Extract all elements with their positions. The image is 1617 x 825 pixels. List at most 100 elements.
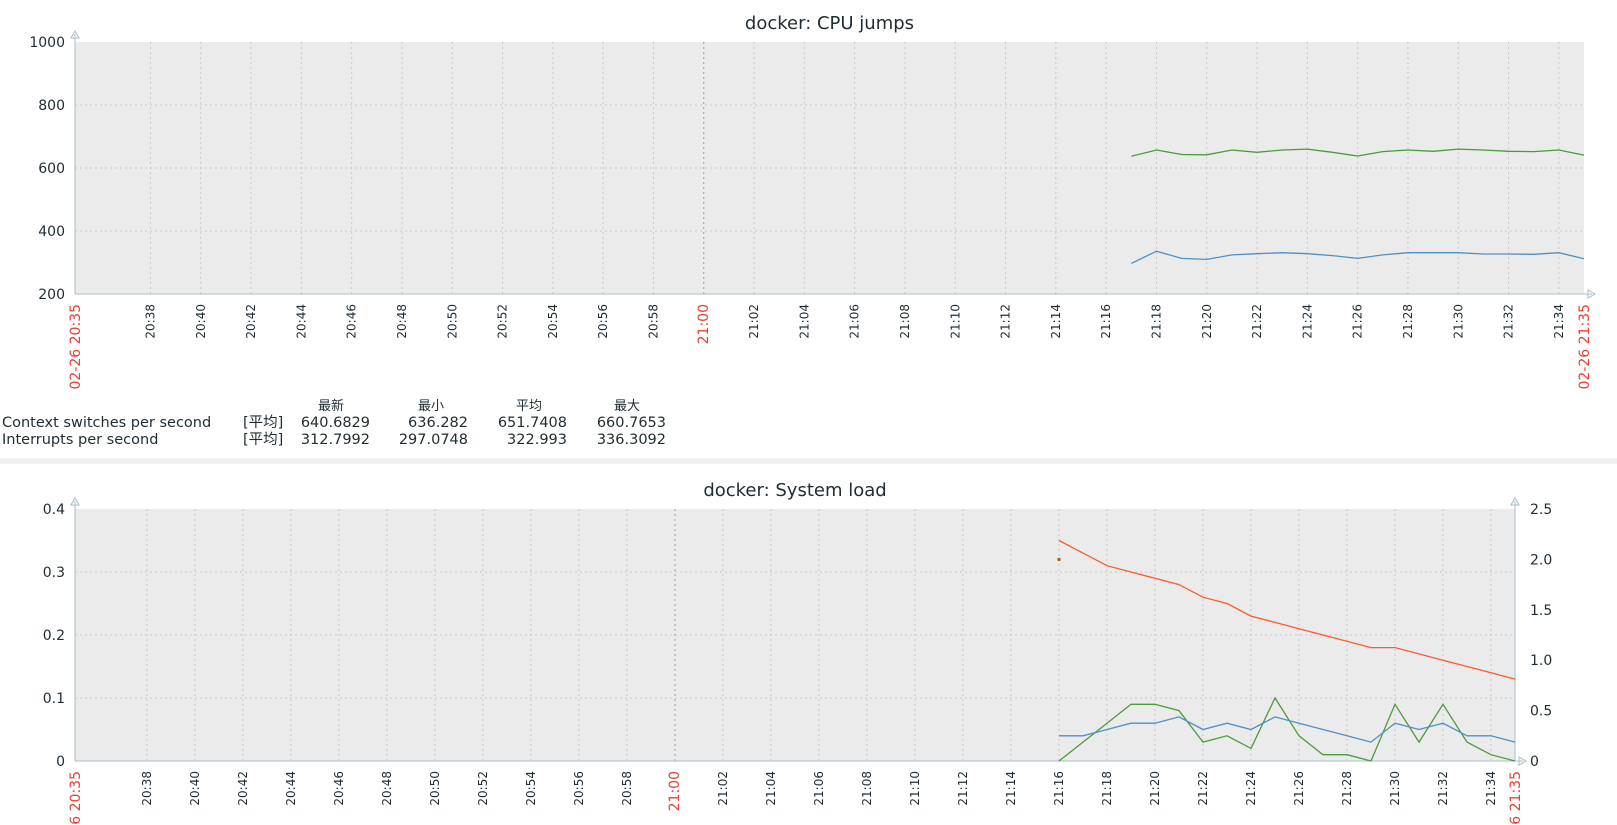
system-load-x-tick-label: 20:48 bbox=[380, 771, 394, 806]
section-divider bbox=[0, 458, 1617, 464]
system-load-x-tick-label: 21:10 bbox=[908, 771, 922, 806]
system-load-x-axis-arrow bbox=[1518, 756, 1528, 766]
legend-header-max: 最大 bbox=[613, 399, 640, 414]
system-load-chart: docker: System load 0 0.1 0.2 0.3 0.4 0 0.5 1.0 1… bbox=[43, 480, 1553, 825]
system-load-y-tick-label: 0.3 bbox=[43, 565, 65, 581]
legend-header-last: 最新 bbox=[317, 399, 344, 414]
system-load-series-blue bbox=[1059, 716, 1516, 743]
legend-value-min: 297.0748 bbox=[398, 432, 468, 448]
system-load-x-end-label: 26 21:35 bbox=[1508, 771, 1524, 825]
legend-series-name: Context switches per second bbox=[2, 415, 212, 431]
system-load-y-right-tick-label: 2.5 bbox=[1530, 502, 1552, 518]
system-load-x-tick-label: 21:32 bbox=[1436, 771, 1450, 806]
system-load-y-tick-label: 0.4 bbox=[43, 502, 65, 518]
system-load-y-right-tick-label: 2.0 bbox=[1530, 552, 1552, 568]
system-load-x-tick-label: 21:18 bbox=[1100, 771, 1114, 806]
system-load-x-tick-label: 20:42 bbox=[236, 771, 250, 806]
system-load-y-right-axis-arrow bbox=[1510, 496, 1520, 506]
legend-series-name: Interrupts per second bbox=[2, 432, 159, 448]
legend-header-avg: 平均 bbox=[515, 399, 542, 414]
cpu-jumps-x-tick-label: 21:00 bbox=[696, 304, 712, 344]
cpu-jumps-y-tick-label: 1000 bbox=[29, 35, 65, 51]
system-load-x-tick-label: 21:30 bbox=[1388, 771, 1402, 806]
legend-value-min: 636.282 bbox=[408, 415, 468, 431]
cpu-jumps-x-tick-label: 20:48 bbox=[395, 304, 409, 339]
system-load-y-axis-arrow bbox=[70, 496, 80, 506]
system-load-y-right-tick-label: 0 bbox=[1530, 754, 1539, 770]
system-load-x-start-label: 26 20:35 bbox=[68, 771, 84, 825]
cpu-jumps-chart: docker: CPU jumps 200 400 600 800 1000 20:38 20… bbox=[29, 13, 1597, 389]
system-load-marker-point bbox=[1057, 557, 1061, 561]
legend-value-avg: 322.993 bbox=[507, 432, 567, 448]
system-load-x-tick-label: 21:24 bbox=[1244, 771, 1258, 806]
cpu-jumps-x-tick-label: 20:38 bbox=[143, 304, 157, 339]
system-load-series-orange bbox=[1058, 539, 1516, 680]
cpu-jumps-x-tick-label: 20:56 bbox=[596, 304, 610, 339]
cpu-jumps-x-tick-label: 21:22 bbox=[1250, 304, 1264, 339]
cpu-jumps-y-axis-arrow bbox=[70, 29, 80, 39]
legend-value-avg: 651.7408 bbox=[497, 415, 567, 431]
system-load-y-right-tick-label: 1.0 bbox=[1530, 653, 1552, 669]
system-load-x-tick-label: 21:00 bbox=[667, 771, 683, 811]
cpu-jumps-x-tick-label: 21:28 bbox=[1401, 304, 1415, 339]
cpu-jumps-x-tick-label: 20:54 bbox=[546, 304, 560, 339]
system-load-x-tick-label: 21:08 bbox=[860, 771, 874, 806]
system-load-x-tick-label: 21:34 bbox=[1484, 771, 1498, 806]
cpu-jumps-series-blue bbox=[1131, 250, 1585, 264]
cpu-jumps-title: docker: CPU jumps bbox=[745, 13, 914, 34]
system-load-x-tick-label: 20:40 bbox=[188, 771, 202, 806]
cpu-jumps-x-tick-label: 20:40 bbox=[194, 304, 208, 339]
cpu-jumps-y-tick-label: 600 bbox=[38, 161, 65, 177]
system-load-y-tick-label: 0 bbox=[56, 754, 65, 770]
system-load-x-tick-label: 21:28 bbox=[1340, 771, 1354, 806]
system-load-x-tick-label: 20:38 bbox=[140, 771, 154, 806]
legend-value-last: 640.6829 bbox=[300, 415, 370, 431]
system-load-series-green bbox=[1058, 696, 1516, 762]
cpu-jumps-x-tick-label: 20:58 bbox=[646, 304, 660, 339]
cpu-jumps-x-tick-label: 21:02 bbox=[747, 304, 761, 339]
system-load-x-tick-label: 20:52 bbox=[476, 771, 490, 806]
cpu-jumps-series-green bbox=[1131, 148, 1585, 157]
system-load-x-tick-label: 21:12 bbox=[956, 771, 970, 806]
system-load-x-tick-label: 20:56 bbox=[572, 771, 586, 806]
cpu-jumps-y-tick-label: 800 bbox=[38, 98, 65, 114]
cpu-jumps-x-tick-label: 21:04 bbox=[797, 304, 811, 339]
cpu-jumps-x-tick-label: 21:14 bbox=[1049, 304, 1063, 339]
system-load-x-tick-label: 20:54 bbox=[524, 771, 538, 806]
system-load-x-tick-label: 21:02 bbox=[716, 771, 730, 806]
cpu-jumps-x-tick-label: 21:30 bbox=[1451, 304, 1465, 339]
cpu-jumps-x-tick-label: 21:32 bbox=[1502, 304, 1516, 339]
system-load-x-tick-label: 21:22 bbox=[1196, 771, 1210, 806]
cpu-jumps-x-tick-label: 20:42 bbox=[244, 304, 258, 339]
cpu-jumps-x-tick-label: 21:26 bbox=[1351, 304, 1365, 339]
system-load-x-tick-label: 21:26 bbox=[1292, 771, 1306, 806]
cpu-jumps-x-tick-label: 20:44 bbox=[294, 304, 308, 339]
cpu-jumps-y-tick-label: 400 bbox=[38, 224, 65, 240]
cpu-jumps-x-axis-arrow bbox=[1587, 289, 1597, 299]
cpu-jumps-x-tick-label: 20:50 bbox=[445, 304, 459, 339]
system-load-x-tick-label: 20:50 bbox=[428, 771, 442, 806]
cpu-jumps-x-tick-label: 21:34 bbox=[1552, 304, 1566, 339]
system-load-title: docker: System load bbox=[703, 480, 886, 501]
cpu-jumps-x-tick-label: 21:08 bbox=[898, 304, 912, 339]
system-load-y-tick-label: 0.2 bbox=[43, 628, 65, 644]
cpu-jumps-x-tick-label: 21:18 bbox=[1149, 304, 1163, 339]
legend-value-last: 312.7992 bbox=[300, 432, 370, 448]
cpu-jumps-x-tick-label: 21:10 bbox=[948, 304, 962, 339]
system-load-y-tick-label: 0.1 bbox=[43, 691, 65, 707]
legend-value-max: 336.3092 bbox=[596, 432, 666, 448]
cpu-jumps-x-tick-label: 20:52 bbox=[496, 304, 510, 339]
system-load-x-tick-label: 21:14 bbox=[1004, 771, 1018, 806]
system-load-x-tick-label: 20:58 bbox=[620, 771, 634, 806]
cpu-jumps-x-tick-label: 21:24 bbox=[1300, 304, 1314, 339]
system-load-y-right-tick-label: 0.5 bbox=[1530, 704, 1552, 720]
legend-series-unit: [平均] bbox=[243, 415, 284, 431]
cpu-jumps-x-tick-label: 21:06 bbox=[848, 304, 862, 339]
legend-header-min: 最小 bbox=[417, 399, 444, 414]
cpu-jumps-x-start-label: 02-26 20:35 bbox=[68, 304, 84, 389]
system-load-x-tick-label: 20:46 bbox=[332, 771, 346, 806]
legend-series-unit: [平均] bbox=[243, 432, 284, 448]
system-load-x-tick-label: 21:20 bbox=[1148, 771, 1162, 806]
system-load-x-tick-label: 21:06 bbox=[812, 771, 826, 806]
